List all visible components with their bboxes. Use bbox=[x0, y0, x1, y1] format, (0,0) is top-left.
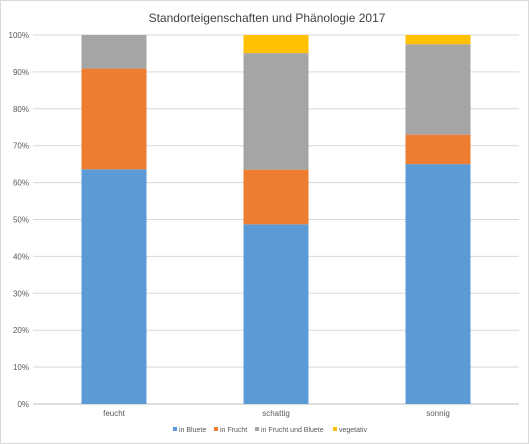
legend-item: vegetativ bbox=[333, 427, 368, 434]
bar-segment bbox=[405, 35, 471, 45]
y-tick-label: 100% bbox=[9, 31, 29, 40]
x-category-label: sonnig bbox=[426, 409, 450, 418]
bar-segment bbox=[243, 53, 309, 170]
legend-swatch bbox=[255, 427, 259, 431]
legend-label: in Frucht bbox=[220, 427, 247, 434]
legend-label: vegetativ bbox=[339, 427, 368, 434]
bar-segment bbox=[243, 169, 309, 225]
y-tick-label: 20% bbox=[13, 326, 29, 335]
y-tick-label: 50% bbox=[13, 216, 29, 225]
bar-segment bbox=[81, 68, 147, 170]
legend-swatch bbox=[214, 427, 218, 431]
legend-item: in Frucht und Bluete bbox=[255, 427, 324, 434]
bar-segment bbox=[405, 164, 471, 404]
x-category-label: schattig bbox=[262, 409, 290, 418]
legend-item: in Frucht bbox=[214, 427, 247, 434]
chart-title: Standorteigenschaften und Phänologie 201… bbox=[149, 11, 386, 25]
bars bbox=[81, 35, 471, 404]
legend-label: in Frucht und Bluete bbox=[261, 427, 324, 434]
bar-segment bbox=[81, 35, 147, 69]
y-tick-label: 30% bbox=[13, 289, 29, 298]
legend-swatch bbox=[333, 427, 337, 431]
bar-segment bbox=[405, 134, 471, 165]
y-tick-label: 70% bbox=[13, 142, 29, 151]
y-tick-label: 80% bbox=[13, 105, 29, 114]
y-tick-label: 90% bbox=[13, 68, 29, 77]
legend: in Bluete in Frucht in Frucht und Bluete ve… bbox=[173, 427, 368, 434]
legend-swatch bbox=[173, 427, 177, 431]
bar-segment bbox=[405, 44, 471, 135]
x-category-label: feucht bbox=[103, 409, 126, 418]
legend-item: in Bluete bbox=[173, 427, 206, 434]
y-tick-label: 0% bbox=[17, 400, 29, 409]
x-axis-labels: feucht schattig sonnig bbox=[103, 409, 450, 418]
y-tick-label: 40% bbox=[13, 252, 29, 261]
y-axis-ticks: 0% 10% 20% 30% 40% 50% 60% 70% 80% 90% 100% bbox=[9, 31, 29, 409]
legend-label: in Bluete bbox=[179, 427, 206, 434]
bar-segment bbox=[243, 35, 309, 54]
bar-segment bbox=[81, 169, 147, 404]
bar-segment bbox=[243, 224, 309, 404]
y-tick-label: 10% bbox=[13, 363, 29, 372]
y-tick-label: 60% bbox=[13, 179, 29, 188]
